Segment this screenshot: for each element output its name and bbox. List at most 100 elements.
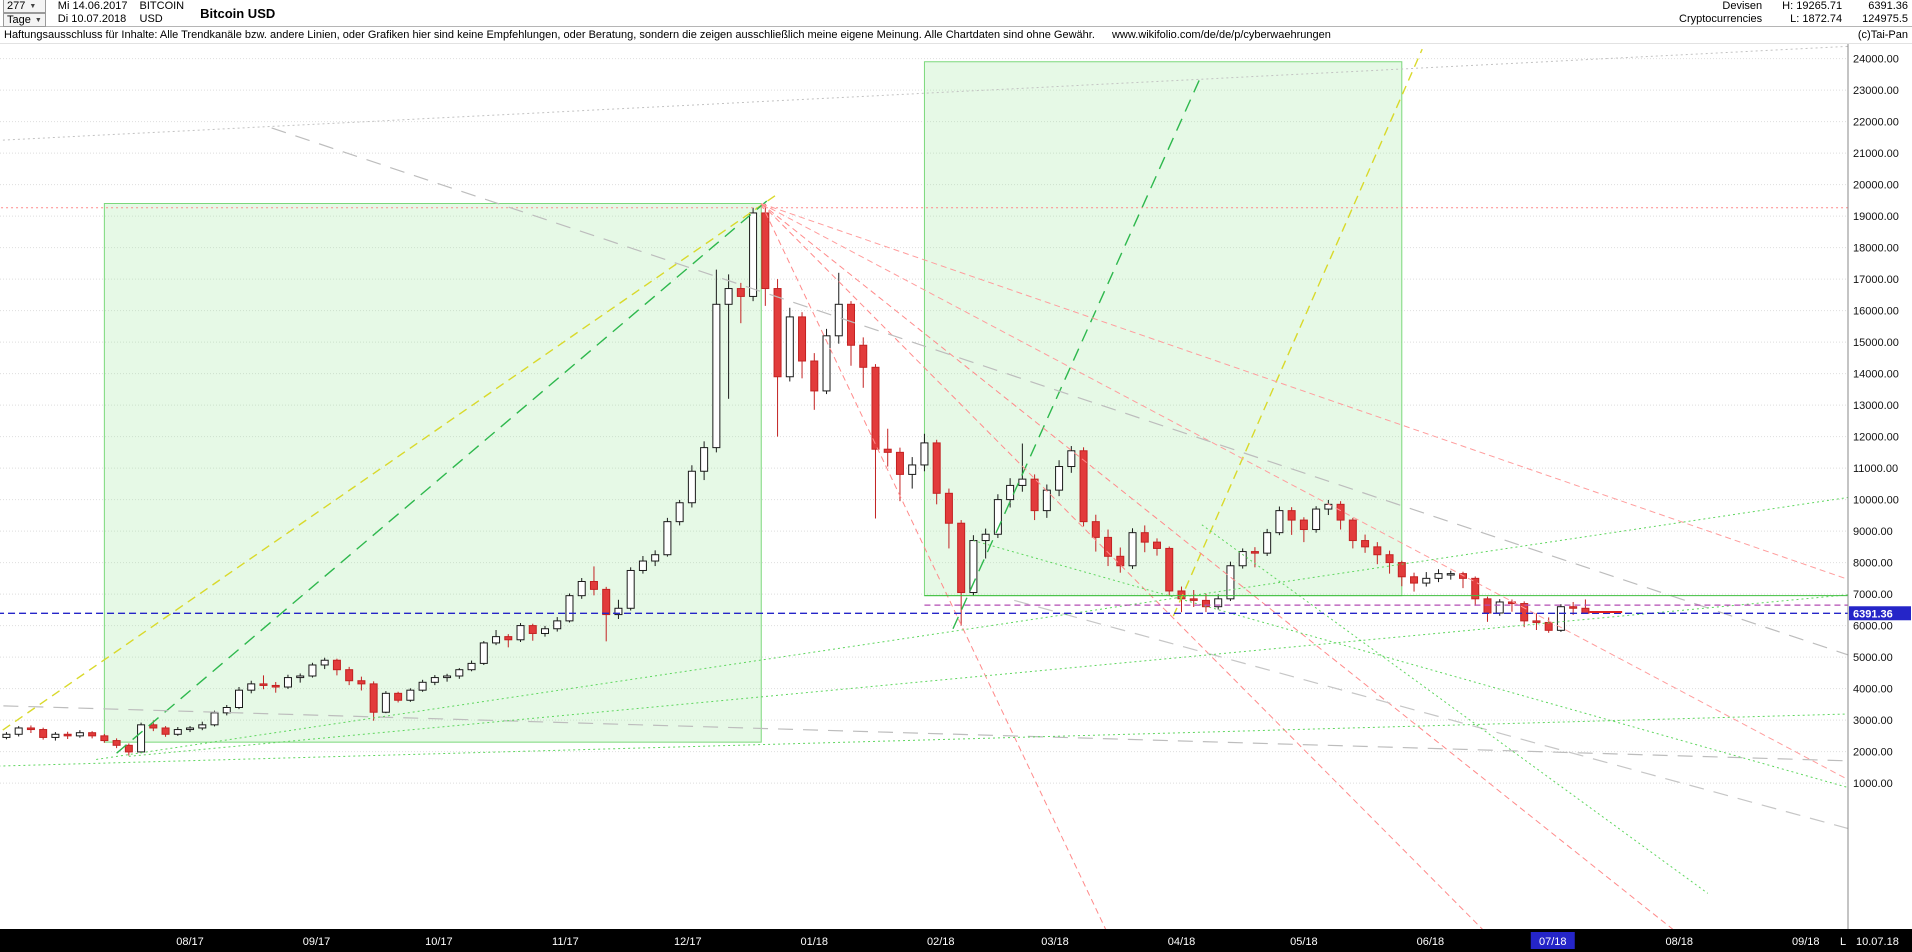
- candle: [406, 688, 415, 702]
- candle: [626, 567, 635, 611]
- candle: [920, 433, 929, 472]
- x-axis-label: 08/17: [176, 936, 204, 948]
- price-marker: 6391.36: [1849, 606, 1911, 621]
- candle: [589, 566, 598, 596]
- candle: [577, 578, 586, 599]
- disclaimer-url: www.wikifolio.com/de/de/p/cyberwaehrunge…: [1111, 29, 1331, 41]
- disclaimer-text: Haftungsausschluss für Inhalte: Alle Tre…: [4, 29, 1095, 41]
- candle: [210, 710, 219, 727]
- candle: [1018, 443, 1027, 492]
- x-axis-label: 11/17: [552, 936, 579, 948]
- candle: [63, 731, 72, 739]
- candle: [1067, 446, 1076, 473]
- overlay-boxes-layer: [103, 61, 1403, 743]
- category-info: Devisen Cryptocurrencies: [1669, 0, 1772, 26]
- y-axis-label: 7000.00: [1853, 589, 1893, 601]
- copyright-label: (c)Tai-Pan: [1857, 29, 1908, 41]
- candle: [944, 488, 953, 549]
- candle: [1263, 528, 1272, 556]
- current-month-highlight: [1530, 932, 1575, 949]
- secondary-value: 124975.5: [1862, 13, 1908, 25]
- candle: [1410, 572, 1419, 592]
- y-axis-label: 9000.00: [1853, 526, 1893, 538]
- candle: [736, 282, 745, 324]
- candle: [1079, 447, 1088, 527]
- green-dotted-support-1: [96, 496, 1848, 760]
- date-from-field[interactable]: Mi 14.06.2017: [57, 0, 128, 12]
- y-axis: 24000.00 23000.00 22000.00 21000.00 20000.00…: [1847, 44, 1899, 929]
- candle: [908, 457, 917, 489]
- candle: [1055, 460, 1064, 497]
- candle: [822, 328, 831, 395]
- candle: [1446, 570, 1455, 580]
- date-to-field[interactable]: Di 10.07.2018: [57, 13, 127, 25]
- y-axis-label: 22000.00: [1853, 117, 1899, 129]
- candle: [1226, 561, 1235, 602]
- candle: [1520, 601, 1529, 628]
- candle: [112, 738, 121, 749]
- category-line1: Devisen: [1722, 0, 1763, 12]
- rally-channel-box: [103, 203, 762, 743]
- candlestick-chart[interactable]: 24000.00 23000.00 22000.00 21000.00 20000.00…: [0, 44, 1912, 952]
- toolbar: 277 ▼ Tage ▼ Mi 14.06.2017 Di 10.07.2018…: [0, 0, 1912, 27]
- y-axis-label: 14000.00: [1853, 369, 1899, 381]
- fan-line-5: [761, 203, 1848, 580]
- green-uptrend-2018: [952, 74, 1203, 630]
- candle: [773, 279, 782, 437]
- candle: [100, 733, 109, 743]
- candle: [332, 658, 341, 676]
- candle: [553, 617, 562, 632]
- candle: [455, 668, 464, 679]
- chevron-down-icon: ▼: [29, 2, 37, 10]
- last-price-info: 6391.36 124975.5: [1852, 0, 1912, 26]
- candle: [88, 731, 97, 739]
- candle: [834, 272, 843, 344]
- x-axis-label: 09/17: [303, 936, 331, 948]
- candle: [932, 439, 941, 505]
- x-axis-label: 05/18: [1290, 936, 1318, 948]
- candle: [198, 721, 207, 731]
- timeframe-dropdown[interactable]: Tage ▼: [3, 13, 46, 27]
- candle: [222, 704, 231, 716]
- candle: [1140, 525, 1149, 553]
- bars-count-dropdown[interactable]: 277 ▼: [3, 0, 46, 13]
- x-axis-label: 10/17: [425, 936, 453, 948]
- candle: [26, 725, 35, 734]
- candle: [345, 666, 354, 686]
- fan-line-3: [760, 203, 1674, 929]
- fan-line-1: [760, 203, 1107, 929]
- y-axis-label: 20000.00: [1853, 180, 1899, 192]
- candle: [467, 660, 476, 672]
- x-axis-label: 06/18: [1417, 936, 1445, 948]
- y-axis-label: 12000.00: [1853, 432, 1899, 444]
- x-axis-label: 04/18: [1168, 936, 1196, 948]
- y-axis-label: 2000.00: [1853, 747, 1893, 759]
- candle: [1030, 474, 1039, 521]
- x-axis-label: 02/18: [927, 936, 955, 948]
- x-axis-label: 12/17: [674, 936, 702, 948]
- candle: [1336, 501, 1345, 530]
- fan-line-2: [760, 203, 1483, 929]
- candle: [1238, 548, 1247, 569]
- candle: [981, 528, 990, 559]
- candle: [1361, 534, 1370, 553]
- y-axis-label: 6000.00: [1853, 621, 1893, 633]
- candle: [1091, 514, 1100, 552]
- y-axis-label: 5000.00: [1853, 652, 1893, 664]
- candle: [1385, 550, 1394, 574]
- candle: [1165, 546, 1174, 597]
- candle: [1128, 528, 1137, 569]
- candle: [418, 679, 427, 692]
- gray-downtrend-1: [271, 127, 1848, 656]
- candle: [173, 727, 182, 736]
- candle: [602, 586, 611, 642]
- candle: [687, 465, 696, 508]
- candle: [296, 673, 305, 683]
- candle: [785, 307, 794, 382]
- candle: [443, 673, 452, 682]
- candle: [1312, 506, 1321, 533]
- yellow-uptrend-2017: [0, 193, 778, 733]
- price-marker-tag: [1849, 606, 1911, 621]
- gray-dotted-resistance: [0, 45, 1848, 141]
- candle: [638, 555, 647, 574]
